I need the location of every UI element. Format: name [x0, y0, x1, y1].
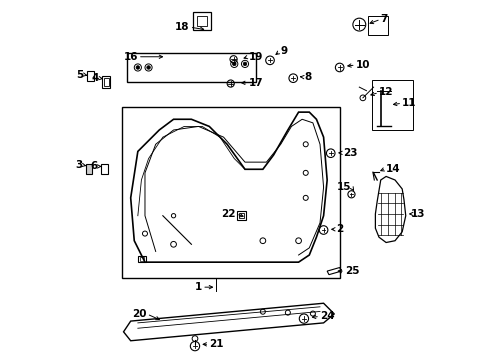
Circle shape: [136, 66, 140, 69]
Text: 23: 23: [343, 148, 358, 158]
Bar: [103, 78, 109, 86]
Bar: [372, 80, 413, 130]
Text: 15: 15: [337, 182, 351, 192]
Text: 17: 17: [248, 78, 263, 88]
Bar: [193, 12, 211, 30]
Text: 16: 16: [123, 52, 138, 62]
Text: 25: 25: [345, 266, 360, 276]
Text: 19: 19: [248, 52, 263, 62]
Text: 22: 22: [221, 209, 236, 219]
Text: 14: 14: [386, 163, 401, 174]
Bar: [102, 76, 110, 88]
Text: 20: 20: [132, 309, 147, 319]
Bar: [237, 211, 245, 220]
Text: 8: 8: [304, 72, 311, 82]
Text: 2: 2: [336, 224, 343, 234]
Bar: [138, 256, 146, 262]
Text: 13: 13: [411, 209, 426, 219]
Text: 24: 24: [320, 311, 335, 321]
Text: 7: 7: [381, 14, 388, 24]
Text: 11: 11: [402, 98, 416, 108]
Text: 9: 9: [280, 46, 287, 57]
Bar: [101, 164, 108, 174]
Circle shape: [243, 62, 247, 66]
Bar: [197, 16, 207, 26]
Text: 18: 18: [175, 22, 190, 32]
Text: 12: 12: [379, 87, 393, 98]
Text: 4: 4: [92, 73, 99, 83]
Text: 21: 21: [209, 339, 224, 349]
Bar: [239, 213, 244, 218]
Bar: [87, 71, 94, 81]
Bar: [368, 16, 388, 35]
Text: 5: 5: [76, 69, 83, 80]
Bar: [86, 164, 93, 174]
Bar: [140, 257, 144, 261]
Text: 1: 1: [195, 282, 202, 292]
Circle shape: [232, 62, 236, 66]
Text: 10: 10: [356, 60, 370, 70]
Text: 6: 6: [91, 161, 98, 171]
Circle shape: [147, 66, 150, 69]
Text: 3: 3: [75, 160, 82, 170]
